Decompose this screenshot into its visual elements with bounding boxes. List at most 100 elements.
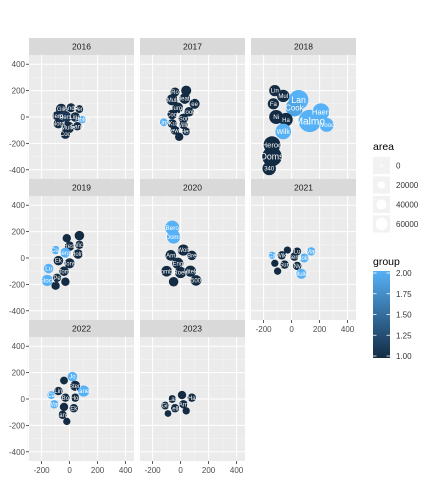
bubble-label: Fa — [270, 102, 278, 108]
bubble-point — [187, 250, 197, 261]
bubble-label: Wood — [318, 122, 335, 129]
bubble-label: Lin — [271, 89, 279, 95]
bubble-point — [167, 109, 177, 120]
bubble-label: Berg — [288, 255, 301, 261]
bubble-label: Ku — [169, 122, 176, 128]
bubble-point — [296, 268, 307, 279]
bubble-label: Wolt — [177, 248, 189, 254]
bubble-point — [61, 277, 70, 286]
facet-2020-strip — [140, 179, 245, 196]
bubble-label: Willia — [176, 123, 191, 129]
x-tick-label: 400 — [230, 466, 244, 475]
bubble-point — [187, 393, 196, 402]
bubble-label: Ca — [48, 393, 56, 399]
bubble-label: Lomba — [157, 269, 176, 275]
bubble-label: Cook — [285, 104, 303, 113]
legend-area-symbol — [380, 164, 383, 167]
bubble-point — [184, 106, 194, 117]
facet-2017-strip-label: 2017 — [183, 42, 202, 52]
legend-area-symbol — [376, 199, 387, 210]
bubble-point — [66, 103, 76, 113]
bubble-point — [60, 376, 68, 385]
legend-area-label: 40000 — [396, 201, 419, 210]
bubble-point — [63, 417, 71, 426]
bubble-point — [262, 161, 276, 176]
bubble-label: Brooke — [179, 110, 199, 116]
bubble-label: Hol — [71, 396, 80, 402]
bubble-label: Wick — [73, 243, 87, 249]
bubble-point — [170, 87, 180, 97]
bubble-point — [43, 263, 54, 274]
bubble-point — [54, 386, 63, 396]
bubble-point — [181, 85, 192, 96]
bubble-point — [168, 276, 179, 287]
bubble-point — [70, 112, 80, 122]
legend-area-symbol — [377, 181, 386, 189]
bubble-label: 340 — [264, 167, 275, 173]
bubble-label: Lind — [70, 115, 81, 121]
bubble-label: Jewe — [168, 128, 183, 134]
bubble-point — [52, 273, 62, 282]
bubble-point — [290, 252, 299, 261]
bubble-label: Cul — [51, 248, 60, 254]
facet-2017-strip — [140, 38, 245, 55]
bubble-label: Bergs — [58, 251, 74, 257]
bubble-label: Ro — [171, 90, 179, 96]
bubble-point — [178, 113, 189, 124]
facet-2016-strip — [29, 38, 134, 55]
bubble-point — [51, 281, 60, 290]
bubble-point — [280, 260, 289, 269]
bubble-label: Arn — [179, 402, 188, 408]
bubble-label: Bo — [62, 396, 70, 402]
bubble-label: Lina — [158, 120, 170, 126]
x-tick-label: 400 — [119, 466, 133, 475]
bubble-label: Jons — [63, 261, 76, 267]
facet-2021-strip-label: 2021 — [294, 183, 313, 193]
bubble-point — [175, 132, 184, 141]
bubble-point — [41, 274, 53, 287]
x-tick-label: -200 — [34, 466, 51, 475]
bubble-point — [175, 266, 187, 279]
bubble-label: Jo — [69, 375, 76, 381]
bubble-point — [159, 118, 168, 127]
bubble-label: Ek — [70, 406, 78, 412]
bubble-label: Kelle — [168, 406, 182, 412]
bubble-point — [182, 127, 191, 136]
bubble-point — [170, 404, 180, 413]
bubble-label: Lin — [54, 389, 62, 395]
bubble-point — [75, 240, 84, 250]
y-tick-label: 200 — [12, 369, 26, 378]
bubble-label: Sand — [70, 124, 84, 130]
bubble-label: Mul — [278, 94, 288, 100]
bubble-point — [60, 247, 71, 258]
bubble-label: Roed — [173, 271, 187, 277]
bubble-label: Bre — [187, 253, 197, 259]
bubble-point — [51, 245, 60, 255]
bubble-label: Eng — [172, 261, 183, 267]
bubble-point — [53, 118, 64, 129]
bubble-point — [70, 380, 81, 391]
bubble-point — [53, 255, 64, 266]
bubble-label: Pe — [53, 276, 61, 282]
bubble-point — [179, 400, 188, 409]
bubble-point — [164, 410, 172, 417]
bubble-label: Lu — [45, 267, 52, 273]
bubble-label: Heath — [177, 97, 193, 103]
bubble-point — [307, 247, 316, 256]
facet-2020-strip-label: 2020 — [183, 183, 202, 193]
x-tick-label: -200 — [145, 466, 162, 475]
bubble-point — [299, 253, 309, 263]
bubble-label: Lar — [168, 397, 177, 403]
bubble-label: Vitek — [184, 269, 198, 275]
legend-group-label: 1.00 — [396, 352, 412, 361]
bubble-label: Haen — [312, 107, 330, 116]
bubble-label: Ande — [64, 106, 79, 112]
facet-2018-strip — [251, 38, 356, 55]
bubble-point — [161, 265, 172, 277]
bubble-label: Ca — [268, 253, 276, 259]
facet-2022-strip-label: 2022 — [72, 324, 91, 334]
x-tick-label: -200 — [256, 325, 273, 334]
